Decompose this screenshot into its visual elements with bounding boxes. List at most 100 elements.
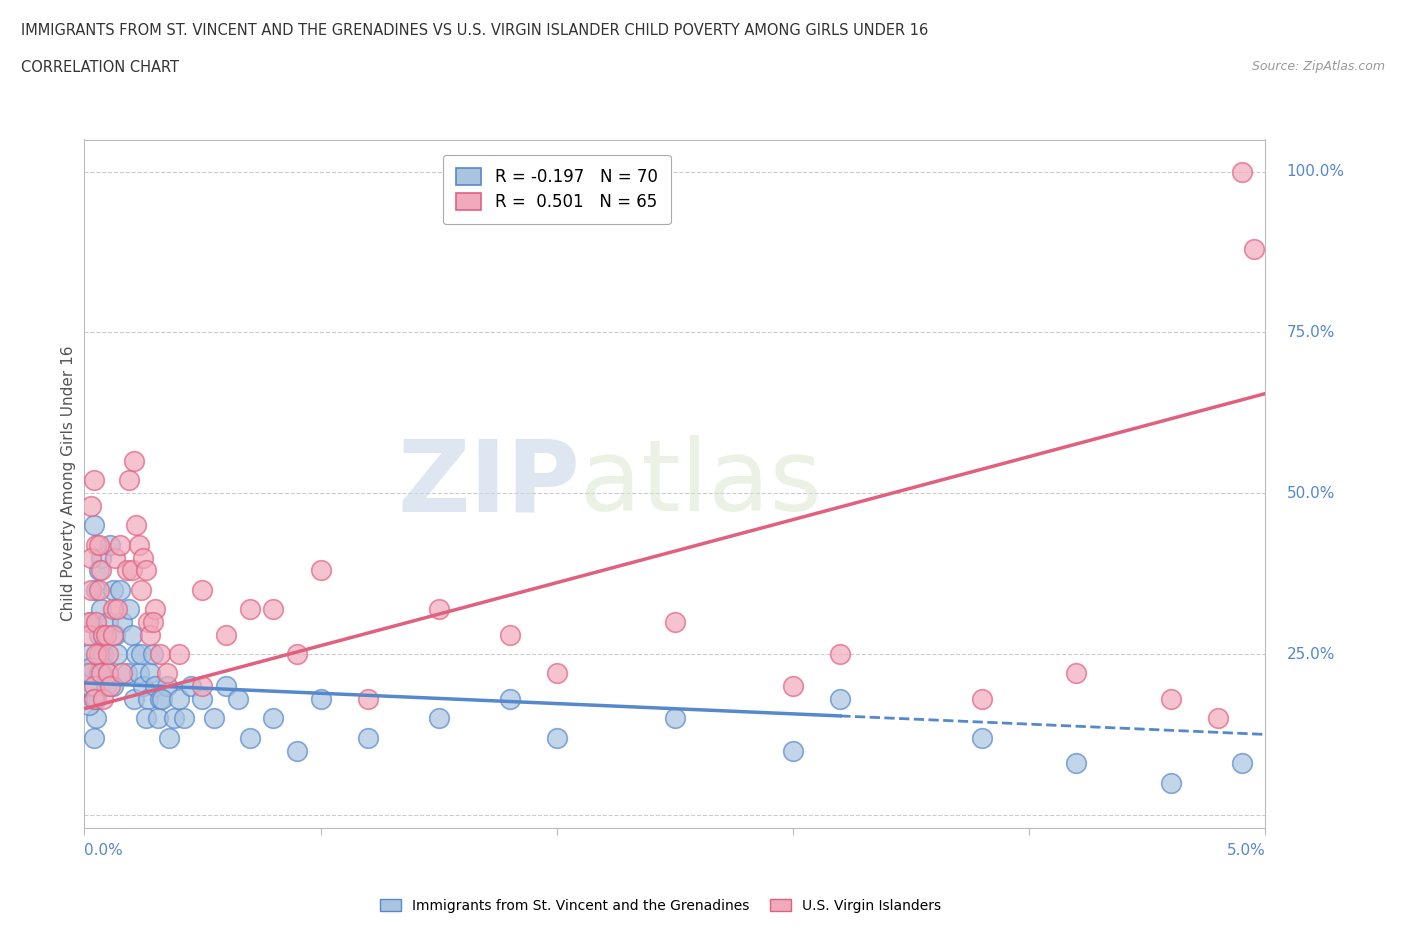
Point — [97, 666, 120, 681]
Point — [83, 518, 105, 533]
Point — [108, 582, 131, 597]
Point — [80, 498, 103, 513]
Point — [156, 679, 179, 694]
Point — [262, 711, 284, 725]
Point — [309, 692, 332, 707]
Point — [830, 646, 852, 661]
Point — [90, 666, 112, 681]
Point — [128, 666, 150, 681]
Text: 50.0%: 50.0% — [1286, 485, 1334, 500]
Point — [97, 646, 120, 661]
Point — [129, 646, 152, 661]
Point — [87, 582, 110, 597]
Text: atlas: atlas — [581, 435, 823, 532]
Point — [498, 628, 520, 643]
Text: IMMIGRANTS FROM ST. VINCENT AND THE GRENADINES VS U.S. VIRGIN ISLANDER CHILD POV: IMMIGRANTS FROM ST. VINCENT AND THE GREN… — [21, 23, 928, 38]
Point — [97, 666, 120, 681]
Point — [664, 615, 686, 630]
Point — [782, 679, 804, 694]
Point — [122, 692, 145, 707]
Point — [94, 628, 117, 643]
Point — [1230, 756, 1253, 771]
Point — [150, 692, 173, 707]
Point — [136, 615, 159, 630]
Point — [77, 679, 100, 694]
Point — [191, 582, 214, 597]
Point — [139, 666, 162, 681]
Point — [87, 646, 110, 661]
Text: 75.0%: 75.0% — [1286, 325, 1334, 340]
Point — [427, 602, 450, 617]
Point — [83, 692, 105, 707]
Point — [427, 711, 450, 725]
Point — [84, 711, 107, 725]
Point — [970, 730, 993, 745]
Point — [143, 602, 166, 617]
Point — [83, 730, 105, 745]
Point — [309, 563, 332, 578]
Point — [142, 646, 165, 661]
Point — [90, 551, 112, 565]
Point — [108, 538, 131, 552]
Point — [167, 646, 190, 661]
Point — [143, 679, 166, 694]
Point — [107, 602, 129, 617]
Point — [125, 518, 148, 533]
Point — [121, 628, 143, 643]
Point — [136, 692, 159, 707]
Point — [84, 538, 107, 552]
Point — [135, 563, 157, 578]
Point — [115, 666, 138, 681]
Point — [1206, 711, 1229, 725]
Point — [191, 679, 214, 694]
Point — [132, 679, 155, 694]
Point — [91, 692, 114, 707]
Point — [80, 615, 103, 630]
Point — [830, 692, 852, 707]
Point — [77, 628, 100, 643]
Point — [115, 563, 138, 578]
Point — [285, 743, 308, 758]
Point — [91, 646, 114, 661]
Point — [118, 473, 141, 488]
Point — [1230, 165, 1253, 179]
Point — [98, 538, 121, 552]
Point — [132, 551, 155, 565]
Text: ZIP: ZIP — [398, 435, 581, 532]
Point — [90, 602, 112, 617]
Point — [149, 692, 172, 707]
Point — [122, 454, 145, 469]
Point — [498, 692, 520, 707]
Point — [135, 711, 157, 725]
Point — [98, 679, 121, 694]
Point — [84, 582, 107, 597]
Point — [91, 628, 114, 643]
Point — [215, 628, 238, 643]
Point — [90, 563, 112, 578]
Y-axis label: Child Poverty Among Girls Under 16: Child Poverty Among Girls Under 16 — [60, 346, 76, 621]
Point — [104, 628, 127, 643]
Point — [101, 582, 124, 597]
Point — [357, 692, 380, 707]
Point — [163, 711, 186, 725]
Point — [239, 730, 262, 745]
Point — [546, 666, 568, 681]
Point — [1066, 666, 1088, 681]
Legend: R = -0.197   N = 70, R =  0.501   N = 65: R = -0.197 N = 70, R = 0.501 N = 65 — [443, 154, 671, 224]
Point — [87, 628, 110, 643]
Point — [111, 615, 134, 630]
Point — [239, 602, 262, 617]
Point — [84, 646, 107, 661]
Point — [91, 628, 114, 643]
Point — [167, 692, 190, 707]
Point — [84, 692, 107, 707]
Point — [83, 692, 105, 707]
Point — [1243, 242, 1265, 257]
Point — [262, 602, 284, 617]
Point — [87, 538, 110, 552]
Point — [1160, 692, 1182, 707]
Point — [77, 666, 100, 681]
Point — [101, 602, 124, 617]
Text: 100.0%: 100.0% — [1286, 165, 1344, 179]
Text: 25.0%: 25.0% — [1286, 646, 1334, 661]
